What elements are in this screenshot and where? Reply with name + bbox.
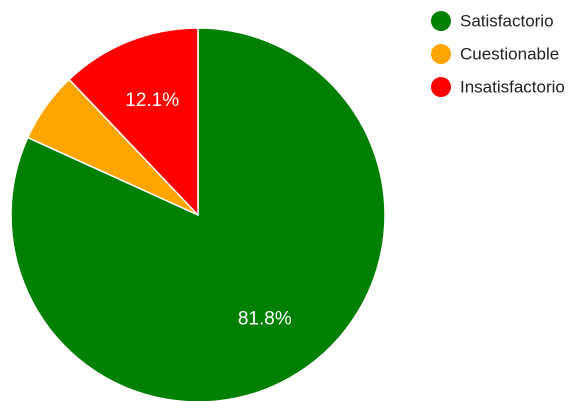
legend-item-satisfactorio: Satisfactorio <box>431 11 554 31</box>
legend-label-insatisfactorio: Insatisfactorio <box>460 78 565 97</box>
legend-label-cuestionable: Cuestionable <box>460 45 559 64</box>
pie-data-labels: 81.8% 12.1% <box>125 90 292 329</box>
legend-item-insatisfactorio: Insatisfactorio <box>431 77 565 97</box>
legend-label-satisfactorio: Satisfactorio <box>460 12 554 31</box>
pie-slices <box>10 27 386 401</box>
legend-marker-cuestionable <box>431 44 451 64</box>
legend-marker-satisfactorio <box>431 11 451 31</box>
legend: Satisfactorio Cuestionable Insatisfactorio <box>431 11 565 97</box>
legend-item-cuestionable: Cuestionable <box>431 44 559 64</box>
legend-marker-insatisfactorio <box>431 77 451 97</box>
pie-slice-insatisfactorio <box>68 27 199 216</box>
pie-data-label-satisfactorio: 81.8% <box>238 308 292 329</box>
pie-data-label-insatisfactorio: 12.1% <box>125 90 179 111</box>
